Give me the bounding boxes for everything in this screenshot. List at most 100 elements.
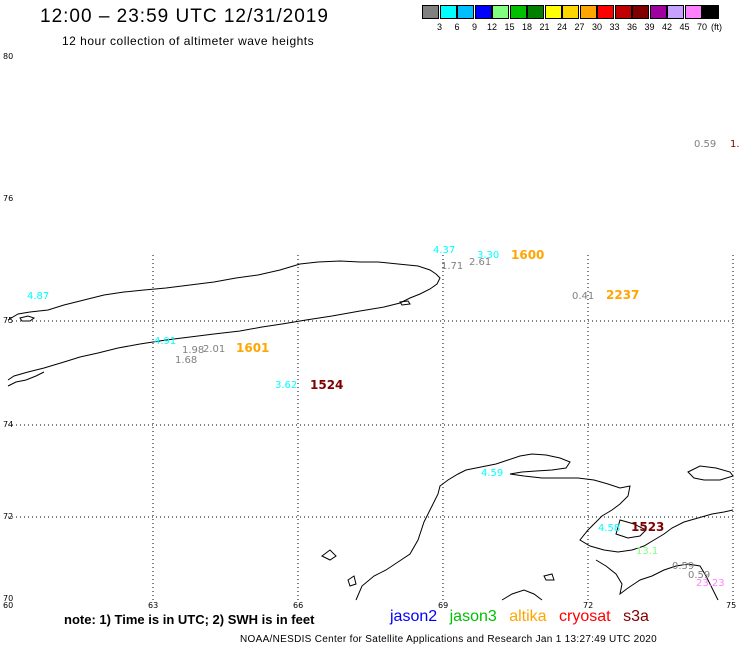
pass-time-label: 1524: [310, 378, 343, 392]
color-scale-bar: 3 6 9 12 15 18 21 24 27 30 33 36 39 42 45 70 (ft): [422, 5, 728, 35]
color-scale-swatch: [702, 5, 719, 19]
color-scale-swatch: [509, 5, 527, 19]
longitude-labels: 60 63 66 69 72 75: [3, 601, 736, 610]
color-scale-swatch: [597, 5, 614, 19]
lat-label: 75: [3, 316, 13, 325]
island-coast: [399, 300, 411, 306]
pass-time-label: 2237: [606, 288, 639, 302]
pass-time-label: 1600: [511, 248, 544, 262]
map-footer: NOAA/NESDIS Center for Satellite Applica…: [240, 634, 658, 645]
color-scale-label: 42: [661, 22, 672, 32]
wave-height-value: 3.62: [275, 380, 297, 391]
wave-height-value: 1.68: [175, 355, 197, 366]
color-scale-swatch: [439, 5, 457, 19]
color-scale-label: 3: [436, 22, 442, 32]
lon-label: 72: [583, 601, 593, 610]
color-scale-label: 6: [454, 22, 460, 32]
island-coast: [321, 549, 337, 561]
wave-height-value: 0.59: [672, 561, 694, 572]
lon-label: 66: [293, 601, 303, 610]
wave-height-value: 1.98: [182, 345, 204, 356]
wave-height-value: 2.01: [203, 344, 225, 355]
color-scale-label: 9: [471, 22, 477, 32]
wave-height-value: 2.61: [469, 257, 491, 268]
lon-label: 75: [726, 601, 736, 610]
color-scale-swatch: [544, 5, 562, 19]
color-scale-unit: (ft): [711, 22, 722, 32]
color-scale-swatch: [457, 5, 474, 19]
color-scale-swatch: [632, 5, 649, 19]
wave-height-value: 0.59: [688, 570, 710, 581]
color-scale-swatch: [562, 5, 579, 19]
color-scale-label: 27: [574, 22, 585, 32]
legend-cryosat: cryosat: [559, 608, 611, 625]
color-scale-swatch: [474, 5, 492, 19]
lat-label: 80: [3, 52, 13, 61]
lon-label: 69: [438, 601, 448, 610]
wave-height-value: 4.87: [27, 291, 49, 302]
color-scale-label: 45: [679, 22, 690, 32]
wave-height-value: 1.: [730, 139, 740, 150]
yamal-coast: [355, 453, 734, 601]
island-coast: [687, 465, 734, 481]
yamal-coast: [615, 519, 647, 539]
color-scale-swatch: [667, 5, 684, 19]
wave-height-observations: 0.59 1. 4.37 3.30 1.71 2.61 4.87 0.41 4.…: [27, 139, 740, 589]
wave-height-value: 4.37: [433, 245, 455, 256]
color-scale-label: 18: [521, 22, 532, 32]
island-coast: [543, 573, 555, 581]
wave-height-value: 0.41: [572, 291, 594, 302]
lon-label: 63: [148, 601, 158, 610]
color-scale-swatch: [684, 5, 702, 19]
color-scale-label: 12: [486, 22, 497, 32]
satellite-pass-times: 1600 2237 1601 1524 1523: [236, 248, 664, 534]
lat-label: 70: [3, 594, 13, 603]
pass-time-label: 1523: [631, 520, 664, 534]
coast-south: [501, 589, 543, 601]
graticule: [8, 255, 734, 600]
lat-label: 72: [3, 512, 13, 521]
legend-s3a: s3a: [623, 608, 649, 625]
color-scale-label: 70: [696, 22, 707, 32]
map-title: 12:00 – 23:59 UTC 12/31/2019: [40, 6, 329, 27]
island-coast: [19, 315, 36, 322]
lat-label: 74: [3, 420, 13, 429]
novaya-zemlya-coast: [7, 260, 441, 381]
wave-height-value: 1.71: [441, 261, 463, 272]
lon-label: 60: [3, 601, 13, 610]
island-coast: [347, 575, 357, 587]
color-scale-swatch: [422, 5, 439, 19]
color-scale-label: 39: [644, 22, 655, 32]
wave-height-value: 23.23: [696, 578, 725, 589]
color-scale-label: 33: [609, 22, 620, 32]
color-scale-swatch: [579, 5, 597, 19]
gydan-coast: [595, 559, 719, 601]
color-scale-swatch: [649, 5, 667, 19]
satellite-legend: jason2 jason3 altika cryosat s3a: [390, 608, 657, 626]
color-scale-swatch: [527, 5, 544, 19]
legend-jason3: jason3: [449, 608, 497, 625]
map-note: note: 1) Time is in UTC; 2) SWH is in fe…: [64, 612, 315, 627]
wave-height-value: 4.91: [154, 336, 176, 347]
color-scale-label: 30: [591, 22, 602, 32]
pass-time-label: 1601: [236, 341, 269, 355]
color-scale-label: 24: [556, 22, 567, 32]
novaya-zemlya-coast: [7, 371, 45, 387]
wave-height-value: 0.59: [694, 139, 716, 150]
coastline: [7, 260, 734, 601]
color-scale-swatch: [492, 5, 509, 19]
wave-height-value: 4.59: [481, 468, 503, 479]
color-scale-swatch: [614, 5, 632, 19]
wave-height-value: 13.1: [636, 546, 658, 557]
color-scale-label: 21: [539, 22, 550, 32]
wave-height-value: 3.30: [477, 250, 499, 261]
wave-height-value: 4.58: [598, 523, 620, 534]
legend-jason2: jason2: [390, 608, 438, 625]
legend-altika: altika: [509, 608, 547, 625]
color-scale-label: 36: [626, 22, 637, 32]
lat-label: 76: [3, 194, 13, 203]
latitude-labels: 80 76 75 74 72 70: [3, 52, 13, 603]
map-subtitle: 12 hour collection of altimeter wave hei…: [62, 34, 315, 48]
color-scale-label: 15: [504, 22, 515, 32]
